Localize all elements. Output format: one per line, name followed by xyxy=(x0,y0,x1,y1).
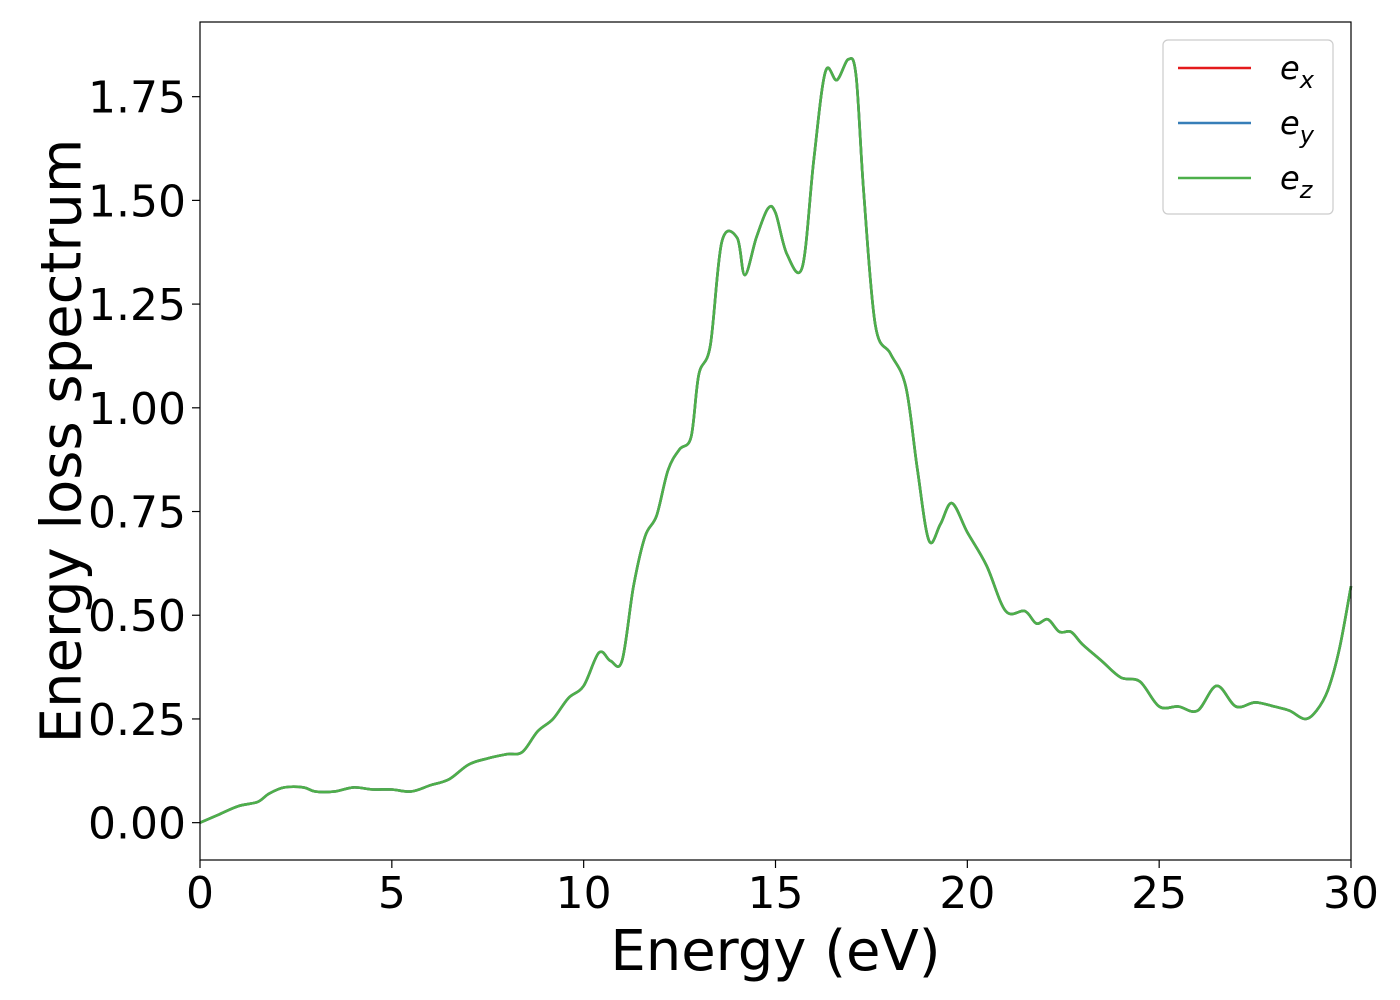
series-layer xyxy=(199,57,1353,824)
x-tick-label: 10 xyxy=(556,868,612,919)
x-tick-label: 25 xyxy=(1131,868,1187,919)
x-tick-label: 30 xyxy=(1323,868,1379,919)
legend-label-subscript: x xyxy=(1299,66,1315,94)
y-tick-label: 1.00 xyxy=(88,384,186,435)
x-axis-label: Energy (eV) xyxy=(610,919,940,984)
y-tick-label: 0.75 xyxy=(88,488,186,539)
legend-box xyxy=(1162,39,1334,215)
series-line-e-z xyxy=(199,57,1353,824)
legend-label-subscript: z xyxy=(1299,176,1314,204)
legend-label-base: e xyxy=(1280,49,1300,87)
legend-label-base: e xyxy=(1280,104,1300,142)
x-axis-ticks: 0 5 10 15 20 25 30 xyxy=(186,860,1379,919)
legend-label-base: e xyxy=(1280,159,1300,197)
legend-label-subscript: y xyxy=(1299,121,1315,149)
x-tick-label: 0 xyxy=(186,868,214,919)
y-axis-ticks: 0.00 0.25 0.50 0.75 1.00 1.25 1.50 1.75 xyxy=(88,73,200,850)
legend-label-y: ey xyxy=(1280,104,1315,149)
x-tick-label: 5 xyxy=(378,868,406,919)
y-tick-label: 1.25 xyxy=(88,280,186,331)
y-tick-label: 1.75 xyxy=(88,73,186,124)
y-tick-label: 0.25 xyxy=(88,695,186,746)
legend-label-x: ex xyxy=(1280,49,1315,94)
y-tick-label: 1.50 xyxy=(88,176,186,227)
y-axis-label: Energy loss spectrum xyxy=(30,139,95,744)
y-tick-label: 0.00 xyxy=(88,799,186,850)
x-tick-label: 20 xyxy=(939,868,995,919)
x-tick-label: 15 xyxy=(748,868,804,919)
y-tick-label: 0.50 xyxy=(88,591,186,642)
legend-label-z: ez xyxy=(1280,159,1314,204)
